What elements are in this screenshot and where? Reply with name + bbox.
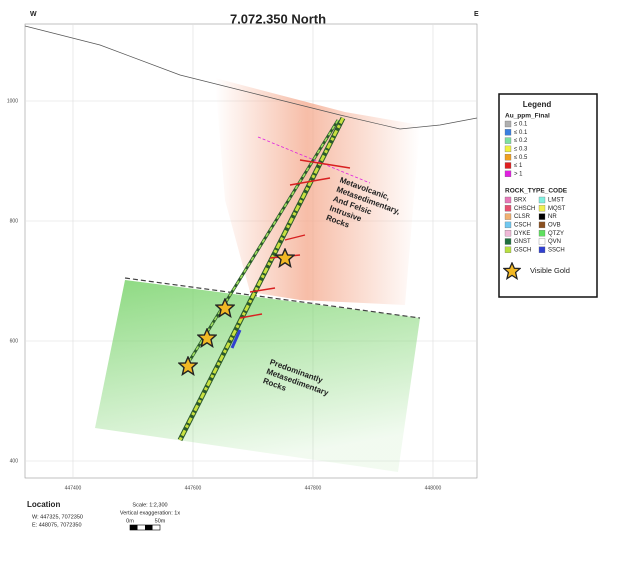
legend-swatch bbox=[538, 221, 546, 229]
drill-hole-assay bbox=[189, 119, 339, 361]
legend-label: OVB bbox=[548, 222, 561, 228]
legend-swatch bbox=[504, 238, 512, 245]
x-label: 447800 bbox=[305, 485, 322, 491]
legend-label: ≤ 0.3 bbox=[514, 146, 528, 152]
drill-holes bbox=[177, 116, 371, 442]
scale-bar-segment bbox=[130, 525, 138, 530]
legend-label: QVN bbox=[548, 239, 561, 245]
legend-swatch bbox=[538, 246, 546, 253]
legend-label: CHSCH bbox=[514, 206, 535, 212]
legend-label: ≤ 0.5 bbox=[514, 155, 528, 161]
legend-swatch bbox=[538, 230, 546, 237]
legend-swatch bbox=[538, 205, 546, 212]
legend-label: QTZY bbox=[548, 231, 564, 237]
legend-swatch bbox=[504, 246, 512, 253]
drill-segment bbox=[230, 329, 242, 349]
x-label: 447400 bbox=[65, 485, 82, 491]
legend-swatch bbox=[504, 120, 512, 128]
y-label: 600 bbox=[10, 338, 19, 344]
legend-swatch bbox=[504, 221, 512, 229]
location-east: E: 448075, 7072350 bbox=[32, 522, 82, 528]
intercept bbox=[249, 287, 276, 293]
legend-label: CSCH bbox=[514, 222, 531, 228]
title: 7,072,350 North bbox=[230, 11, 326, 26]
legend-swatch bbox=[504, 145, 512, 153]
legend-swatch bbox=[504, 129, 512, 136]
legend-swatch bbox=[538, 213, 546, 220]
legend-swatch bbox=[504, 230, 512, 237]
legend-label: Visible Gold bbox=[530, 266, 570, 275]
legend-box bbox=[498, 93, 598, 298]
intercept bbox=[284, 234, 306, 241]
west-label: W bbox=[30, 11, 37, 18]
y-label: 400 bbox=[10, 458, 19, 464]
intercept bbox=[289, 177, 331, 186]
topography bbox=[24, 25, 478, 130]
scale-start: 0m bbox=[126, 518, 134, 524]
projection-line bbox=[257, 136, 371, 184]
legend-swatch bbox=[504, 170, 512, 177]
legend-swatch bbox=[504, 162, 512, 169]
x-label: 448000 bbox=[425, 485, 442, 491]
contact-line bbox=[124, 277, 421, 319]
location-west: W: 447325, 7072350 bbox=[32, 514, 83, 520]
scale-ratio: Scale: 1:2,300 bbox=[132, 502, 167, 508]
legend-swatch bbox=[538, 238, 546, 245]
legend-label: CLSR bbox=[514, 214, 531, 220]
axis-labels: 1000 800 600 400 447400 447600 447800 44… bbox=[7, 98, 442, 491]
intercept bbox=[299, 159, 351, 169]
legend-label: BRX bbox=[514, 198, 526, 204]
legend-subtitle: Au_ppm_Final bbox=[505, 113, 550, 120]
scale-end: 50m bbox=[155, 518, 166, 524]
lower-zone bbox=[95, 280, 420, 472]
legend-title: Legend bbox=[523, 100, 552, 109]
x-label: 447600 bbox=[185, 485, 202, 491]
legend-label: GSCH bbox=[514, 247, 531, 253]
y-label: 800 bbox=[10, 218, 19, 224]
legend-label: ≤ 1 bbox=[514, 163, 523, 169]
legend-label: SSCH bbox=[548, 247, 565, 253]
legend-swatch bbox=[504, 154, 512, 161]
legend-label: MQST bbox=[548, 206, 566, 212]
legend-swatch bbox=[504, 213, 512, 220]
legend-swatch bbox=[504, 196, 512, 204]
legend-swatch bbox=[504, 205, 512, 212]
scale-exaggeration: Vertical exaggeration: 1x bbox=[120, 510, 180, 516]
legend-label: GNST bbox=[514, 239, 531, 245]
upper-zone bbox=[215, 78, 420, 305]
legend-label: ≤ 0.2 bbox=[514, 138, 528, 144]
scale: Scale: 1:2,300 Vertical exaggeration: 1x… bbox=[120, 502, 180, 531]
y-label: 1000 bbox=[7, 98, 18, 104]
legend-swatch bbox=[504, 137, 512, 144]
legend-label: ≤ 0.1 bbox=[514, 122, 528, 128]
legend-subtitle: ROCK_TYPE_CODE bbox=[505, 188, 568, 195]
location: Location W: 447325, 7072350 E: 448075, 7… bbox=[27, 500, 83, 528]
map-frame: Metavolcanic, Metasedimentary, And Felsi… bbox=[24, 23, 478, 479]
scale-bar-segment bbox=[145, 525, 153, 530]
intercept bbox=[239, 313, 263, 319]
east-label: E bbox=[474, 11, 479, 18]
drill-hole-assay bbox=[178, 117, 345, 441]
legend-label: LMST bbox=[548, 198, 564, 204]
legend-label: NR bbox=[548, 214, 557, 220]
legend: Legend Au_ppm_Final ROCK_TYPE_CODE Visib… bbox=[498, 93, 598, 298]
legend-swatch bbox=[538, 196, 546, 204]
legend-label: > 1 bbox=[514, 171, 523, 177]
location-title: Location bbox=[27, 500, 60, 509]
legend-label: DYKE bbox=[514, 231, 530, 237]
legend-label: ≤ 0.1 bbox=[514, 130, 528, 136]
